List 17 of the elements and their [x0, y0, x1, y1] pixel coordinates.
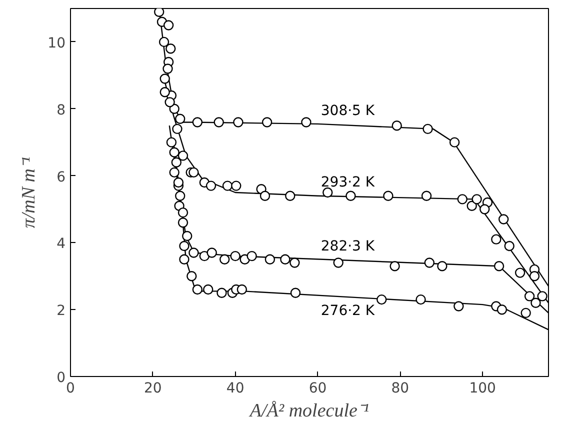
series-label: 282·3 K	[320, 238, 376, 254]
y-tick-label: 8	[56, 102, 66, 118]
y-tick-label: 0	[56, 370, 66, 386]
x-tick-label: 40	[226, 380, 244, 396]
y-axis-title: π/mN m⁻¹	[18, 156, 40, 228]
x-tick-label: 20	[144, 380, 162, 396]
x-tick-label: 80	[391, 380, 410, 396]
series-label: 293·2 K	[320, 174, 376, 190]
x-tick-label: 60	[308, 380, 327, 396]
series-label: 276·2 K	[320, 303, 376, 320]
y-tick-label: 4	[56, 236, 66, 252]
x-axis-title: A/Å² molecule⁻¹	[248, 400, 370, 422]
y-tick-label: 10	[48, 35, 66, 52]
y-tick-label: 2	[56, 303, 66, 320]
y-tick-label: 6	[56, 169, 66, 186]
x-tick-label: 100	[469, 380, 496, 396]
series-label: 308·5 K	[320, 103, 376, 120]
